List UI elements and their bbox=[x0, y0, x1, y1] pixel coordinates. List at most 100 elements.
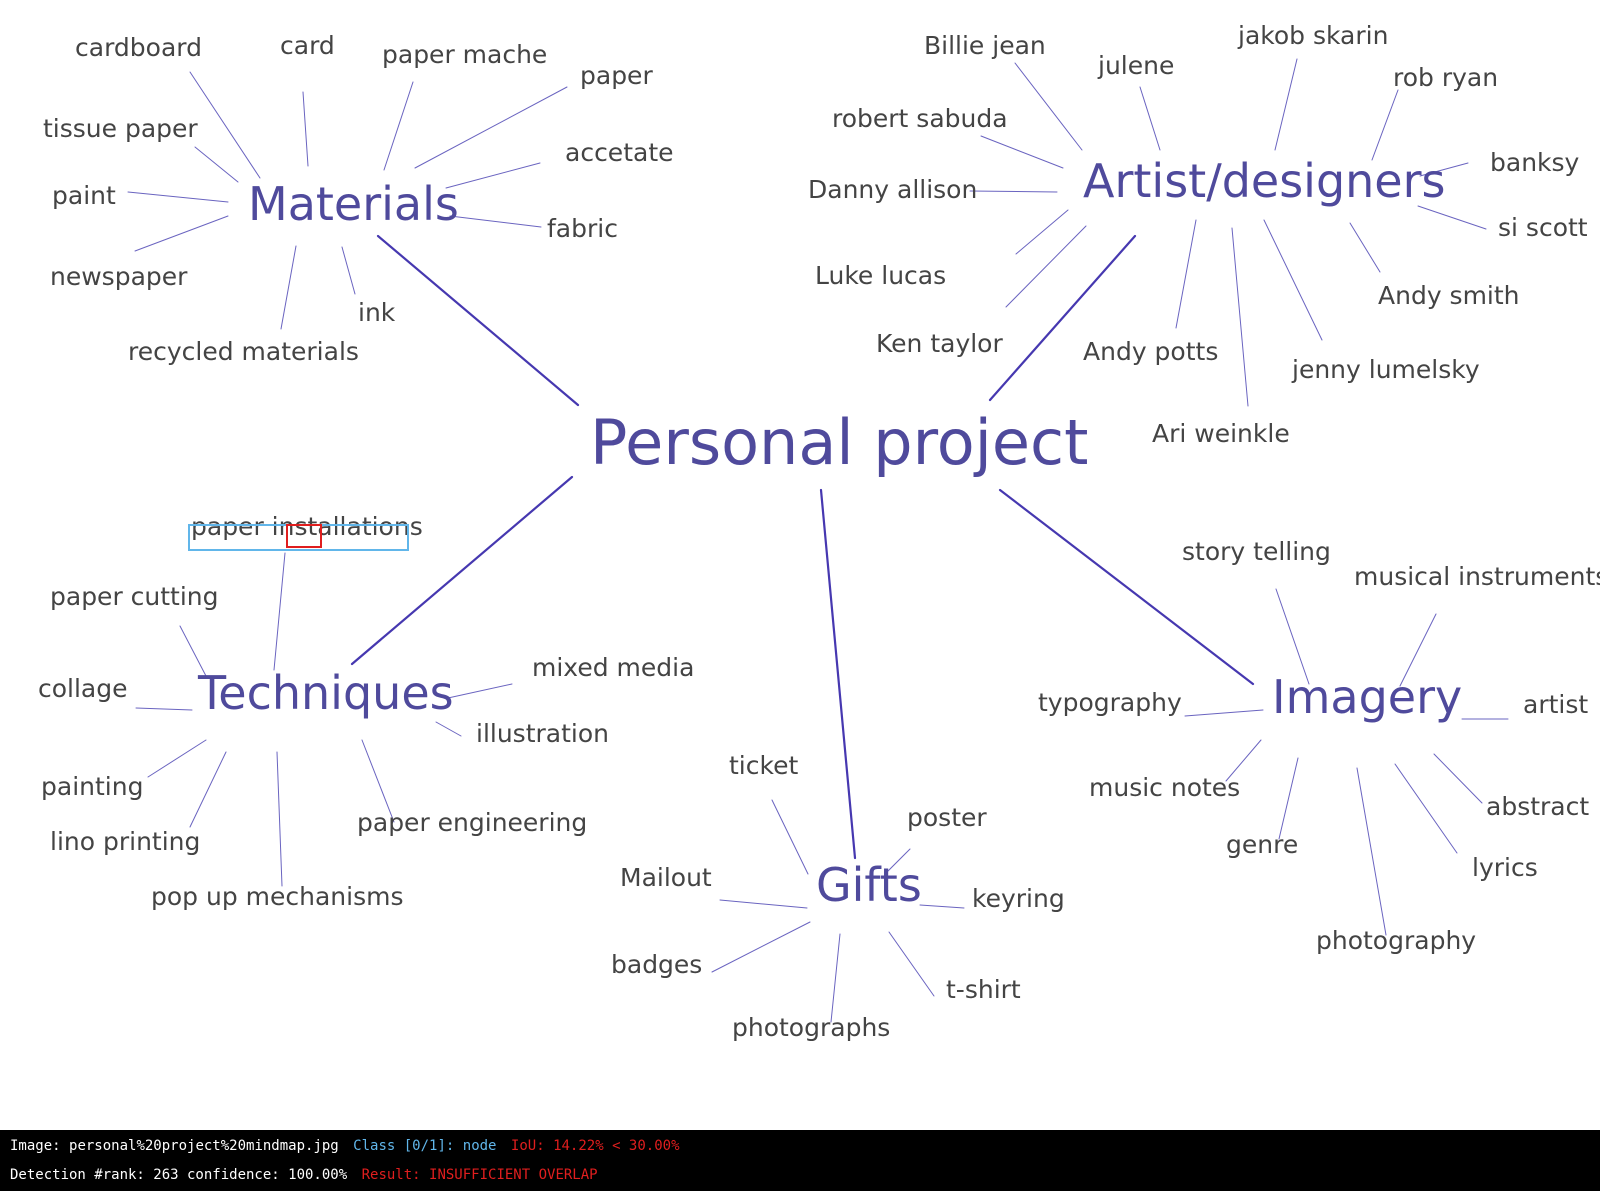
hub-connector-3 bbox=[819, 488, 857, 860]
leaf-story-telling: story telling bbox=[1182, 537, 1331, 566]
leaf-connector-9 bbox=[341, 246, 356, 295]
leaf-luke-lucas: Luke lucas bbox=[815, 261, 947, 290]
detection-rank: Detection #rank: 263 confidence: 100.00% bbox=[10, 1167, 348, 1183]
leaf-connector-49 bbox=[1356, 767, 1387, 936]
leaf-connector-27 bbox=[447, 683, 513, 699]
leaf-card: card bbox=[280, 31, 335, 60]
leaf-andy-smith: Andy smith bbox=[1378, 281, 1520, 310]
leaf-lyrics: lyrics bbox=[1472, 853, 1538, 882]
branch-gifts: Gifts bbox=[816, 858, 922, 912]
leaf-connector-32 bbox=[361, 739, 395, 823]
leaf-connector-17 bbox=[1419, 162, 1469, 177]
leaf-paper: paper bbox=[580, 61, 653, 90]
leaf-julene: julene bbox=[1098, 51, 1175, 80]
leaf-ink: ink bbox=[358, 298, 396, 327]
leaf-paper-installations: paper installations bbox=[191, 512, 423, 541]
leaf-connector-25 bbox=[273, 552, 286, 671]
leaf-connector-8 bbox=[449, 215, 542, 228]
leaf-jakob-skarin: jakob skarin bbox=[1238, 21, 1389, 50]
class-name: node bbox=[462, 1138, 497, 1154]
leaf-connector-18 bbox=[1417, 205, 1487, 230]
status-line-detection: Detection #rank: 263 confidence: 100.00%… bbox=[10, 1167, 598, 1183]
detection-result: Result: INSUFFICIENT OVERLAP bbox=[361, 1167, 598, 1183]
leaf-connector-28 bbox=[135, 707, 193, 711]
leaf-danny-allison: Danny allison bbox=[808, 175, 978, 204]
branch-techniques: Techniques bbox=[198, 666, 454, 720]
leaf-connector-4 bbox=[194, 146, 239, 183]
leaf-connector-46 bbox=[1433, 753, 1483, 804]
leaf-andy-potts: Andy potts bbox=[1083, 337, 1219, 366]
leaf-billie-jean: Billie jean bbox=[924, 31, 1046, 60]
leaf-connector-24 bbox=[1263, 219, 1323, 341]
leaf-illustration: illustration bbox=[476, 719, 609, 748]
leaf-connector-12 bbox=[1139, 86, 1161, 151]
branch-imagery: Imagery bbox=[1272, 670, 1463, 724]
leaf-connector-41 bbox=[1275, 588, 1310, 685]
leaf-paper-engineering: paper engineering bbox=[357, 808, 588, 837]
leaf-painting: painting bbox=[41, 772, 144, 801]
leaf-recycled-materials: recycled materials bbox=[128, 337, 359, 366]
predicted-box bbox=[286, 524, 322, 548]
leaf-connector-1 bbox=[302, 91, 309, 167]
leaf-connector-15 bbox=[980, 135, 1064, 169]
leaf-paper-cutting: paper cutting bbox=[50, 582, 219, 611]
leaf-connector-10 bbox=[280, 245, 297, 330]
leaf-connector-11 bbox=[1014, 62, 1083, 151]
leaf-connector-20 bbox=[1005, 225, 1087, 308]
leaf-mailout: Mailout bbox=[620, 863, 712, 892]
leaf-ticket: ticket bbox=[729, 751, 799, 780]
leaf-rob-ryan: rob ryan bbox=[1393, 63, 1499, 92]
leaf-abstract: abstract bbox=[1486, 792, 1590, 821]
mind-map-canvas: Personal project Materials cardboard car… bbox=[38, 21, 1600, 1040]
hub-connector-4 bbox=[998, 488, 1255, 686]
leaf-connector-40 bbox=[830, 933, 841, 1023]
leaf-connector-5 bbox=[127, 191, 229, 203]
leaf-ken-taylor: Ken taylor bbox=[876, 329, 1003, 358]
leaf-connector-23 bbox=[1231, 227, 1249, 407]
leaf-badges: badges bbox=[611, 950, 703, 979]
leaf-artist: artist bbox=[1523, 690, 1589, 719]
leaf-connector-26 bbox=[179, 625, 207, 677]
leaf-poster: poster bbox=[907, 803, 987, 832]
leaf-pop-up-mechanisms: pop up mechanisms bbox=[151, 882, 404, 911]
leaf-mixed-media: mixed media bbox=[532, 653, 695, 682]
leaf-cardboard: cardboard bbox=[75, 33, 202, 62]
leaf-connector-2 bbox=[383, 81, 414, 171]
leaf-connector-6 bbox=[134, 215, 229, 252]
image-label: Image: bbox=[10, 1138, 61, 1154]
leaf-musical-instruments: musical instruments bbox=[1354, 562, 1600, 591]
image-filename: personal%20project%20mindmap.jpg bbox=[69, 1138, 339, 1154]
leaf-connector-34 bbox=[771, 799, 809, 875]
leaf-t-shirt: t-shirt bbox=[946, 975, 1021, 1004]
iou-value: IoU: 14.22% < 30.00% bbox=[510, 1138, 680, 1154]
leaf-connector-3 bbox=[414, 86, 568, 169]
status-line-image: Image: personal%20project%20mindmap.jpg … bbox=[10, 1138, 680, 1154]
leaf-connector-39 bbox=[888, 931, 935, 997]
leaf-connector-19 bbox=[1015, 209, 1069, 255]
hub-connector-0 bbox=[376, 234, 580, 407]
leaf-connector-45 bbox=[1225, 739, 1262, 782]
branch-artist-designers: Artist/designers bbox=[1083, 154, 1446, 208]
leaf-connector-37 bbox=[919, 904, 965, 909]
leaf-jenny-lumelsky: jenny lumelsky bbox=[1292, 355, 1480, 384]
leaf-music-notes: music notes bbox=[1089, 773, 1241, 802]
leaf-connector-16 bbox=[969, 190, 1058, 193]
leaf-connector-42 bbox=[1399, 613, 1437, 687]
leaf-accetate: accetate bbox=[565, 138, 674, 167]
hub-connector-2 bbox=[350, 475, 574, 666]
leaf-connector-33 bbox=[276, 751, 283, 887]
leaf-connector-36 bbox=[719, 899, 808, 909]
leaf-connector-31 bbox=[189, 751, 227, 828]
leaf-connector-38 bbox=[711, 921, 811, 973]
leaf-connector-0 bbox=[189, 71, 261, 179]
leaf-genre: genre bbox=[1226, 830, 1299, 859]
leaf-connector-13 bbox=[1274, 58, 1298, 151]
class-label: Class [0/1]: bbox=[353, 1138, 455, 1154]
leaf-connector-29 bbox=[435, 721, 462, 737]
leaf-connector-14 bbox=[1371, 89, 1399, 161]
leaf-robert-sabuda: robert sabuda bbox=[832, 104, 1008, 133]
leaf-ari-weinkle: Ari weinkle bbox=[1152, 419, 1290, 448]
leaf-connector-43 bbox=[1184, 709, 1264, 717]
leaf-collage: collage bbox=[38, 674, 128, 703]
leaf-photography: photography bbox=[1316, 926, 1477, 955]
